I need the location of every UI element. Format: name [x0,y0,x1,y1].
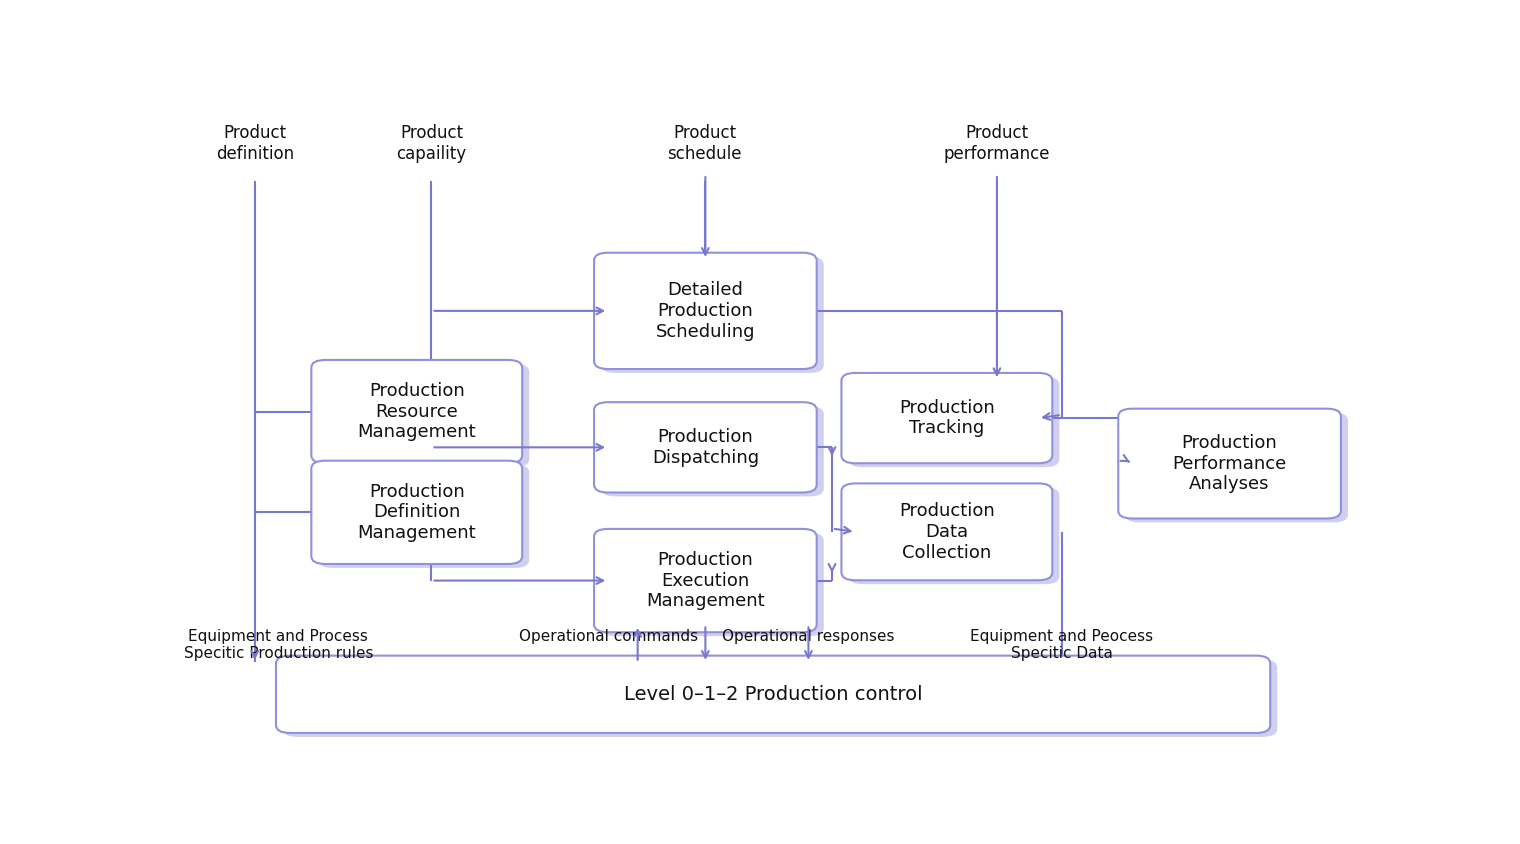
Text: Production
Performance
Analyses: Production Performance Analyses [1172,434,1287,494]
Text: Detailed
Production
Scheduling: Detailed Production Scheduling [655,281,755,341]
FancyBboxPatch shape [1125,413,1348,522]
Text: Production
Resource
Management: Production Resource Management [357,381,476,441]
Text: Operational responses: Operational responses [722,629,895,644]
FancyBboxPatch shape [594,403,816,493]
Text: Production
Definition
Management: Production Definition Management [357,483,476,542]
Text: Production
Dispatching: Production Dispatching [652,428,758,467]
FancyBboxPatch shape [600,257,824,373]
FancyBboxPatch shape [842,484,1052,580]
FancyBboxPatch shape [277,656,1271,733]
Text: Product
performance: Product performance [944,124,1050,163]
FancyBboxPatch shape [848,487,1059,584]
Text: Product
definition: Product definition [216,124,293,163]
Text: Level 0–1–2 Production control: Level 0–1–2 Production control [623,684,923,704]
Text: Operational commands: Operational commands [518,629,698,644]
FancyBboxPatch shape [312,360,523,463]
FancyBboxPatch shape [312,461,523,564]
FancyBboxPatch shape [283,659,1277,737]
FancyBboxPatch shape [600,406,824,496]
Text: Equipment and Peocess
Specitic Data: Equipment and Peocess Specitic Data [970,629,1154,662]
FancyBboxPatch shape [842,373,1052,463]
Text: Production
Execution
Management: Production Execution Management [646,551,765,610]
FancyBboxPatch shape [318,364,529,468]
FancyBboxPatch shape [848,376,1059,468]
FancyBboxPatch shape [1119,408,1341,518]
Text: Equipment and Process
Specitic Production rules: Equipment and Process Specitic Productio… [184,629,372,662]
Text: Product
capaility: Product capaility [397,124,467,163]
FancyBboxPatch shape [594,529,816,632]
FancyBboxPatch shape [594,252,816,369]
Text: Product
schedule: Product schedule [667,124,742,163]
FancyBboxPatch shape [600,533,824,636]
Text: Production
Data
Collection: Production Data Collection [898,502,994,561]
Text: Production
Tracking: Production Tracking [898,398,994,437]
FancyBboxPatch shape [318,464,529,568]
